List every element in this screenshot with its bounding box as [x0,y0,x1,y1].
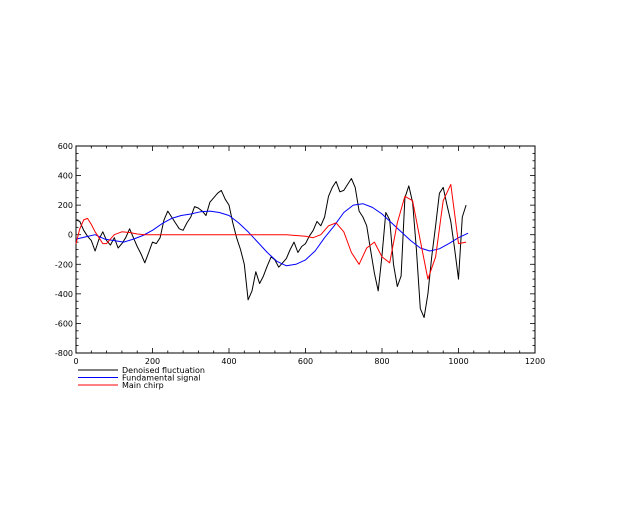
y-tick-label: 0 [68,231,73,240]
series-line-fundamental-signal [75,203,469,267]
x-tick-label: 800 [374,357,389,366]
x-tick-label: 400 [221,357,236,366]
x-tick-label: 200 [145,357,160,366]
y-tick-label: 600 [58,142,73,151]
y-tick-label: -800 [55,349,73,358]
y-axis: -800 -600 -400 -200 0 200 400 600 [55,142,535,358]
x-tick-label: 0 [73,357,78,366]
y-tick-label: -600 [55,319,73,328]
y-tick-label: -400 [55,290,73,299]
plot-frame [75,145,536,354]
y-tick-label: 200 [58,201,73,210]
legend-label: Fundamental signal [122,373,201,382]
y-tick-label: -200 [55,260,73,269]
legend-label: Main chirp [122,381,164,390]
x-tick-label: 1000 [448,357,468,366]
plot-area: 0 200 400 600 800 1000 1200 -800 -600 -400 -200 0 2… [55,142,545,366]
y-tick-label: 400 [58,172,73,181]
series-line-main-chirp [75,183,467,280]
x-tick-label: 1200 [525,357,545,366]
x-tick-label: 600 [298,357,313,366]
x-axis: 0 200 400 600 800 1000 1200 [73,146,545,366]
series-line-denoised-fluctuation [75,178,467,318]
series-layer [75,178,469,318]
legend-label: Denoised fluctuation [122,366,205,375]
